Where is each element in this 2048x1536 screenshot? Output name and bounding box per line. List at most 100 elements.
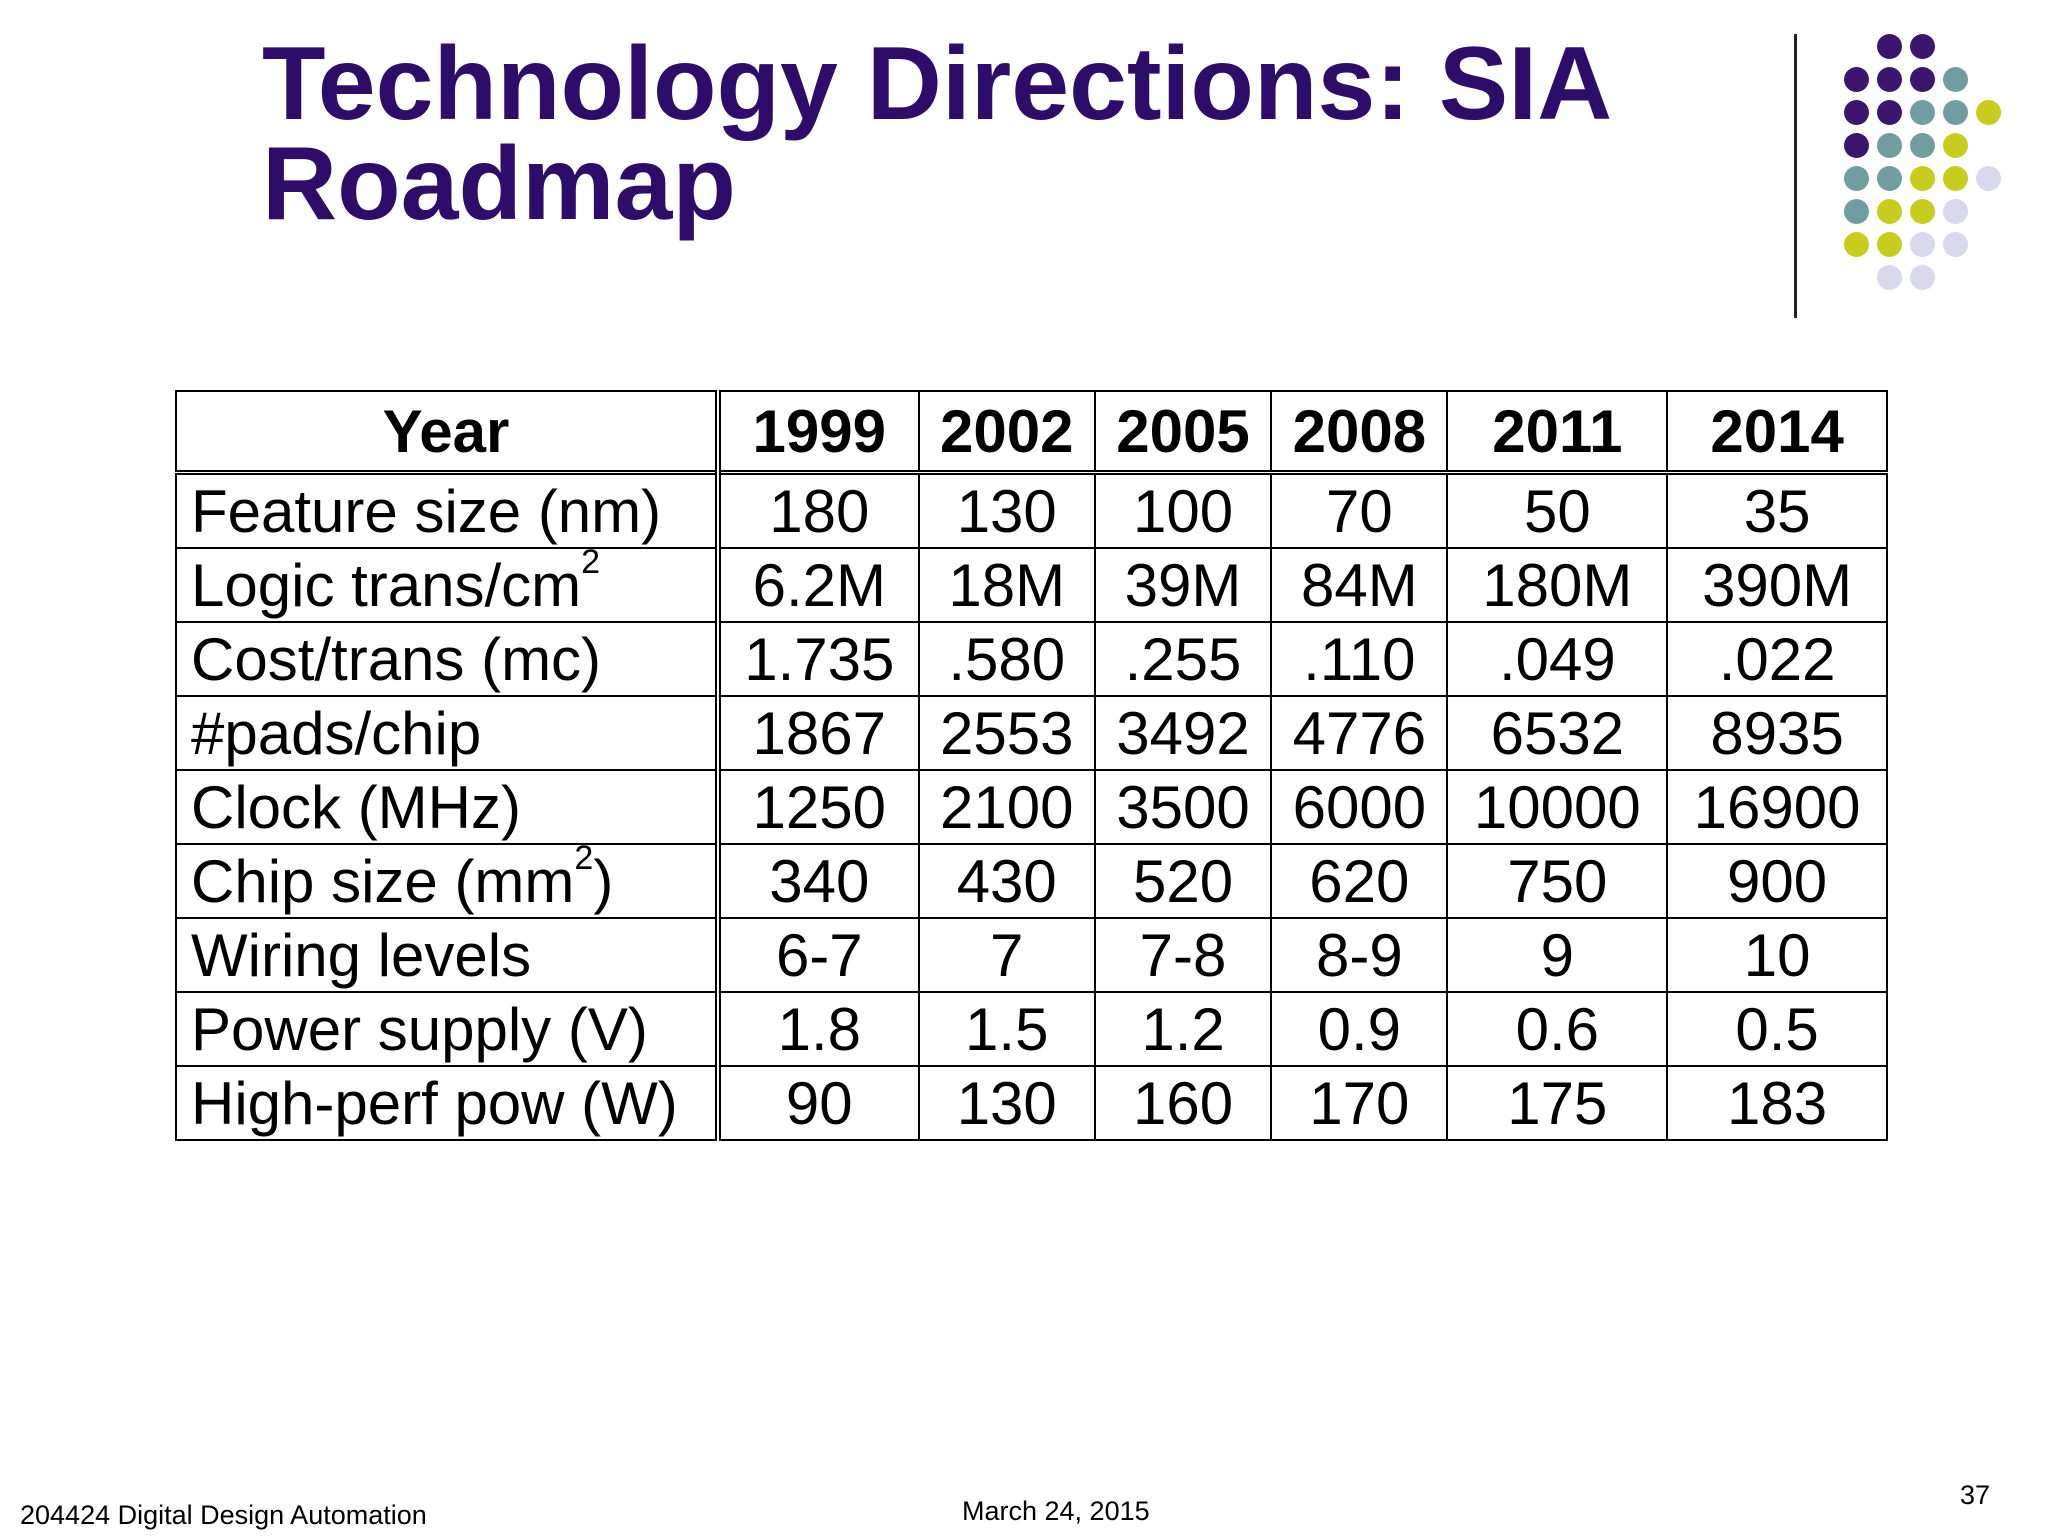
table-cell: .022 bbox=[1666, 621, 1888, 697]
row-label-superscript: 2 bbox=[581, 542, 601, 581]
page-number: 37 bbox=[1960, 1480, 1991, 1510]
decorative-dot bbox=[1844, 199, 1869, 224]
decorative-dot bbox=[1910, 100, 1935, 125]
table-row: Power supply (V) 1.8 1.5 1.2 0.9 0.6 0.5 bbox=[175, 991, 1888, 1067]
table-cell: 50 bbox=[1446, 471, 1669, 549]
table-cell: 18M bbox=[917, 547, 1096, 623]
row-label: Power supply (V) bbox=[175, 991, 721, 1067]
table-cell: 8-9 bbox=[1270, 917, 1449, 993]
row-label-text: Clock (MHz) bbox=[191, 773, 521, 841]
table-row: Feature size (nm) 180 130 100 70 50 35 bbox=[175, 471, 1888, 549]
decorative-dot bbox=[1943, 100, 1968, 125]
table-row: Chip size (mm2) 340 430 520 620 750 900 bbox=[175, 839, 1888, 919]
decorative-dot bbox=[1976, 100, 2001, 125]
decorative-dot bbox=[1943, 67, 1968, 92]
row-label-text: Cost/trans (mc) bbox=[191, 625, 602, 693]
table-row: Logic trans/cm2 6.2M 18M 39M 84M 180M 390M bbox=[175, 543, 1888, 623]
table-cell: 16900 bbox=[1666, 769, 1888, 845]
row-label-suffix: ) bbox=[593, 847, 614, 915]
decorative-dot bbox=[1844, 100, 1869, 125]
row-label-text: Feature size (nm) bbox=[191, 477, 662, 545]
table-cell: 160 bbox=[1093, 1065, 1273, 1141]
decorative-dot bbox=[1943, 166, 1968, 191]
table-cell: 0.6 bbox=[1446, 991, 1669, 1067]
decorative-dot bbox=[1877, 166, 1902, 191]
table-cell: 2553 bbox=[917, 695, 1096, 771]
table-cell: 130 bbox=[917, 471, 1096, 549]
table-cell: 8935 bbox=[1666, 695, 1888, 771]
row-label: High-perf pow (W) bbox=[175, 1065, 721, 1141]
table-cell: 180M bbox=[1446, 547, 1669, 623]
table-cell: 175 bbox=[1446, 1065, 1669, 1141]
table-cell: 0.5 bbox=[1666, 991, 1888, 1067]
table-cell: 620 bbox=[1270, 843, 1449, 919]
table-cell: 6.2M bbox=[717, 547, 920, 623]
decorative-dot bbox=[1943, 199, 1968, 224]
decorative-dot bbox=[1877, 67, 1902, 92]
header-year-5: 2014 bbox=[1666, 390, 1888, 475]
table-cell: 170 bbox=[1270, 1065, 1449, 1141]
table-row: Cost/trans (mc) 1.735.580.255.110.049.022 bbox=[175, 621, 1888, 697]
table-cell: 1250 bbox=[717, 769, 920, 845]
table-row: #pads/chip 1867 2553 3492 4776 6532 8935 bbox=[175, 695, 1888, 771]
row-label: Feature size (nm) bbox=[175, 471, 721, 549]
table-header-row: Year 1999 2002 2005 2008 2011 2014 bbox=[175, 390, 1888, 475]
row-label-superscript: 2 bbox=[574, 838, 594, 877]
table-cell: 35 bbox=[1666, 471, 1888, 549]
decorative-dot bbox=[1910, 199, 1935, 224]
row-label-text: Logic trans/cm bbox=[191, 551, 582, 619]
row-label-text: Power supply (V) bbox=[191, 995, 648, 1063]
table-cell: 1.8 bbox=[717, 991, 920, 1067]
decorative-dot bbox=[1910, 232, 1935, 257]
decorative-dot bbox=[1877, 199, 1902, 224]
table-cell: 0.9 bbox=[1270, 991, 1449, 1067]
decorative-dot bbox=[1910, 133, 1935, 158]
row-label: Clock (MHz) bbox=[175, 769, 721, 845]
table-cell: 70 bbox=[1270, 471, 1449, 549]
decorative-dot bbox=[1877, 133, 1902, 158]
roadmap-table: Year 1999 2002 2005 2008 2011 2014 Feature si… bbox=[175, 390, 1888, 1141]
table-cell: 10000 bbox=[1446, 769, 1669, 845]
table-cell: 84M bbox=[1270, 547, 1449, 623]
table-cell: 7 bbox=[917, 917, 1096, 993]
table-cell: 750 bbox=[1446, 843, 1669, 919]
table-cell: 6000 bbox=[1270, 769, 1449, 845]
table-cell: 2100 bbox=[917, 769, 1096, 845]
row-label: Wiring levels bbox=[175, 917, 721, 993]
row-label: #pads/chip bbox=[175, 695, 721, 771]
decorative-dot bbox=[1877, 34, 1902, 59]
row-label-text: High-perf pow (W) bbox=[191, 1069, 678, 1137]
table-row: Clock (MHz) 1250 2100 3500 6000 10000 16900 bbox=[175, 769, 1888, 845]
decorative-dot bbox=[1844, 133, 1869, 158]
row-label: Cost/trans (mc) bbox=[175, 621, 721, 697]
table-cell: 900 bbox=[1666, 843, 1888, 919]
decorative-dot bbox=[1976, 166, 2001, 191]
footer-date: March 24, 2015 bbox=[962, 1496, 1150, 1526]
decorative-dot bbox=[1844, 166, 1869, 191]
header-year-4: 2011 bbox=[1446, 390, 1669, 475]
table-cell: 100 bbox=[1093, 471, 1273, 549]
table-cell: 6-7 bbox=[717, 917, 920, 993]
row-label-text: Chip size (mm bbox=[191, 847, 575, 915]
header-year-label: Year bbox=[175, 390, 721, 475]
row-label: Chip size (mm2) bbox=[175, 839, 721, 919]
table-cell: .255 bbox=[1093, 621, 1273, 697]
footer-course: 204424 Digital Design Automation bbox=[20, 1500, 427, 1530]
slide-title-line-2: Roadmap bbox=[262, 126, 736, 242]
table-cell: 520 bbox=[1093, 843, 1273, 919]
table-cell: .110 bbox=[1270, 621, 1449, 697]
row-label: Logic trans/cm2 bbox=[175, 543, 721, 623]
table-cell: 7-8 bbox=[1093, 917, 1273, 993]
table-cell: 9 bbox=[1446, 917, 1669, 993]
table-cell: 1.2 bbox=[1093, 991, 1273, 1067]
decorative-dot bbox=[1910, 67, 1935, 92]
table-cell: .580 bbox=[917, 621, 1096, 697]
decorative-dot bbox=[1943, 133, 1968, 158]
table-cell: 10 bbox=[1666, 917, 1888, 993]
table-cell: 6532 bbox=[1446, 695, 1669, 771]
decorative-dot bbox=[1877, 265, 1902, 290]
slide-title: Technology Directions: SIA Roadmap bbox=[262, 32, 1762, 242]
header-year-2: 2005 bbox=[1093, 390, 1273, 475]
table-cell: 1.5 bbox=[917, 991, 1096, 1067]
table-cell: 183 bbox=[1666, 1065, 1888, 1141]
